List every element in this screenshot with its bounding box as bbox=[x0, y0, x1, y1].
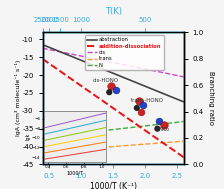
Y-axis label: Branching ratio: Branching ratio bbox=[208, 71, 214, 125]
Y-axis label: lgk: lgk bbox=[25, 132, 30, 140]
Point bbox=[142, 104, 145, 107]
X-axis label: 1000/T: 1000/T bbox=[67, 170, 84, 175]
Point bbox=[156, 127, 159, 130]
X-axis label: T(K): T(K) bbox=[105, 7, 122, 16]
Point bbox=[140, 110, 143, 113]
Text: trans-HONO: trans-HONO bbox=[131, 98, 164, 103]
Point bbox=[109, 84, 113, 87]
Point bbox=[135, 106, 139, 109]
Point bbox=[137, 99, 141, 102]
Y-axis label: lgA (cm³ molecule⁻¹ s⁻¹): lgA (cm³ molecule⁻¹ s⁻¹) bbox=[15, 60, 21, 136]
Legend: abstraction, addition-dissociation, cis, trans, N: abstraction, addition-dissociation, cis,… bbox=[85, 35, 164, 70]
X-axis label: 1000/T (K⁻¹): 1000/T (K⁻¹) bbox=[90, 182, 137, 189]
Point bbox=[157, 119, 161, 122]
Point bbox=[114, 88, 117, 91]
Point bbox=[162, 124, 166, 127]
Point bbox=[108, 91, 111, 94]
Text: HNO$_2$: HNO$_2$ bbox=[153, 125, 170, 134]
Text: cis-HONO: cis-HONO bbox=[93, 78, 119, 83]
